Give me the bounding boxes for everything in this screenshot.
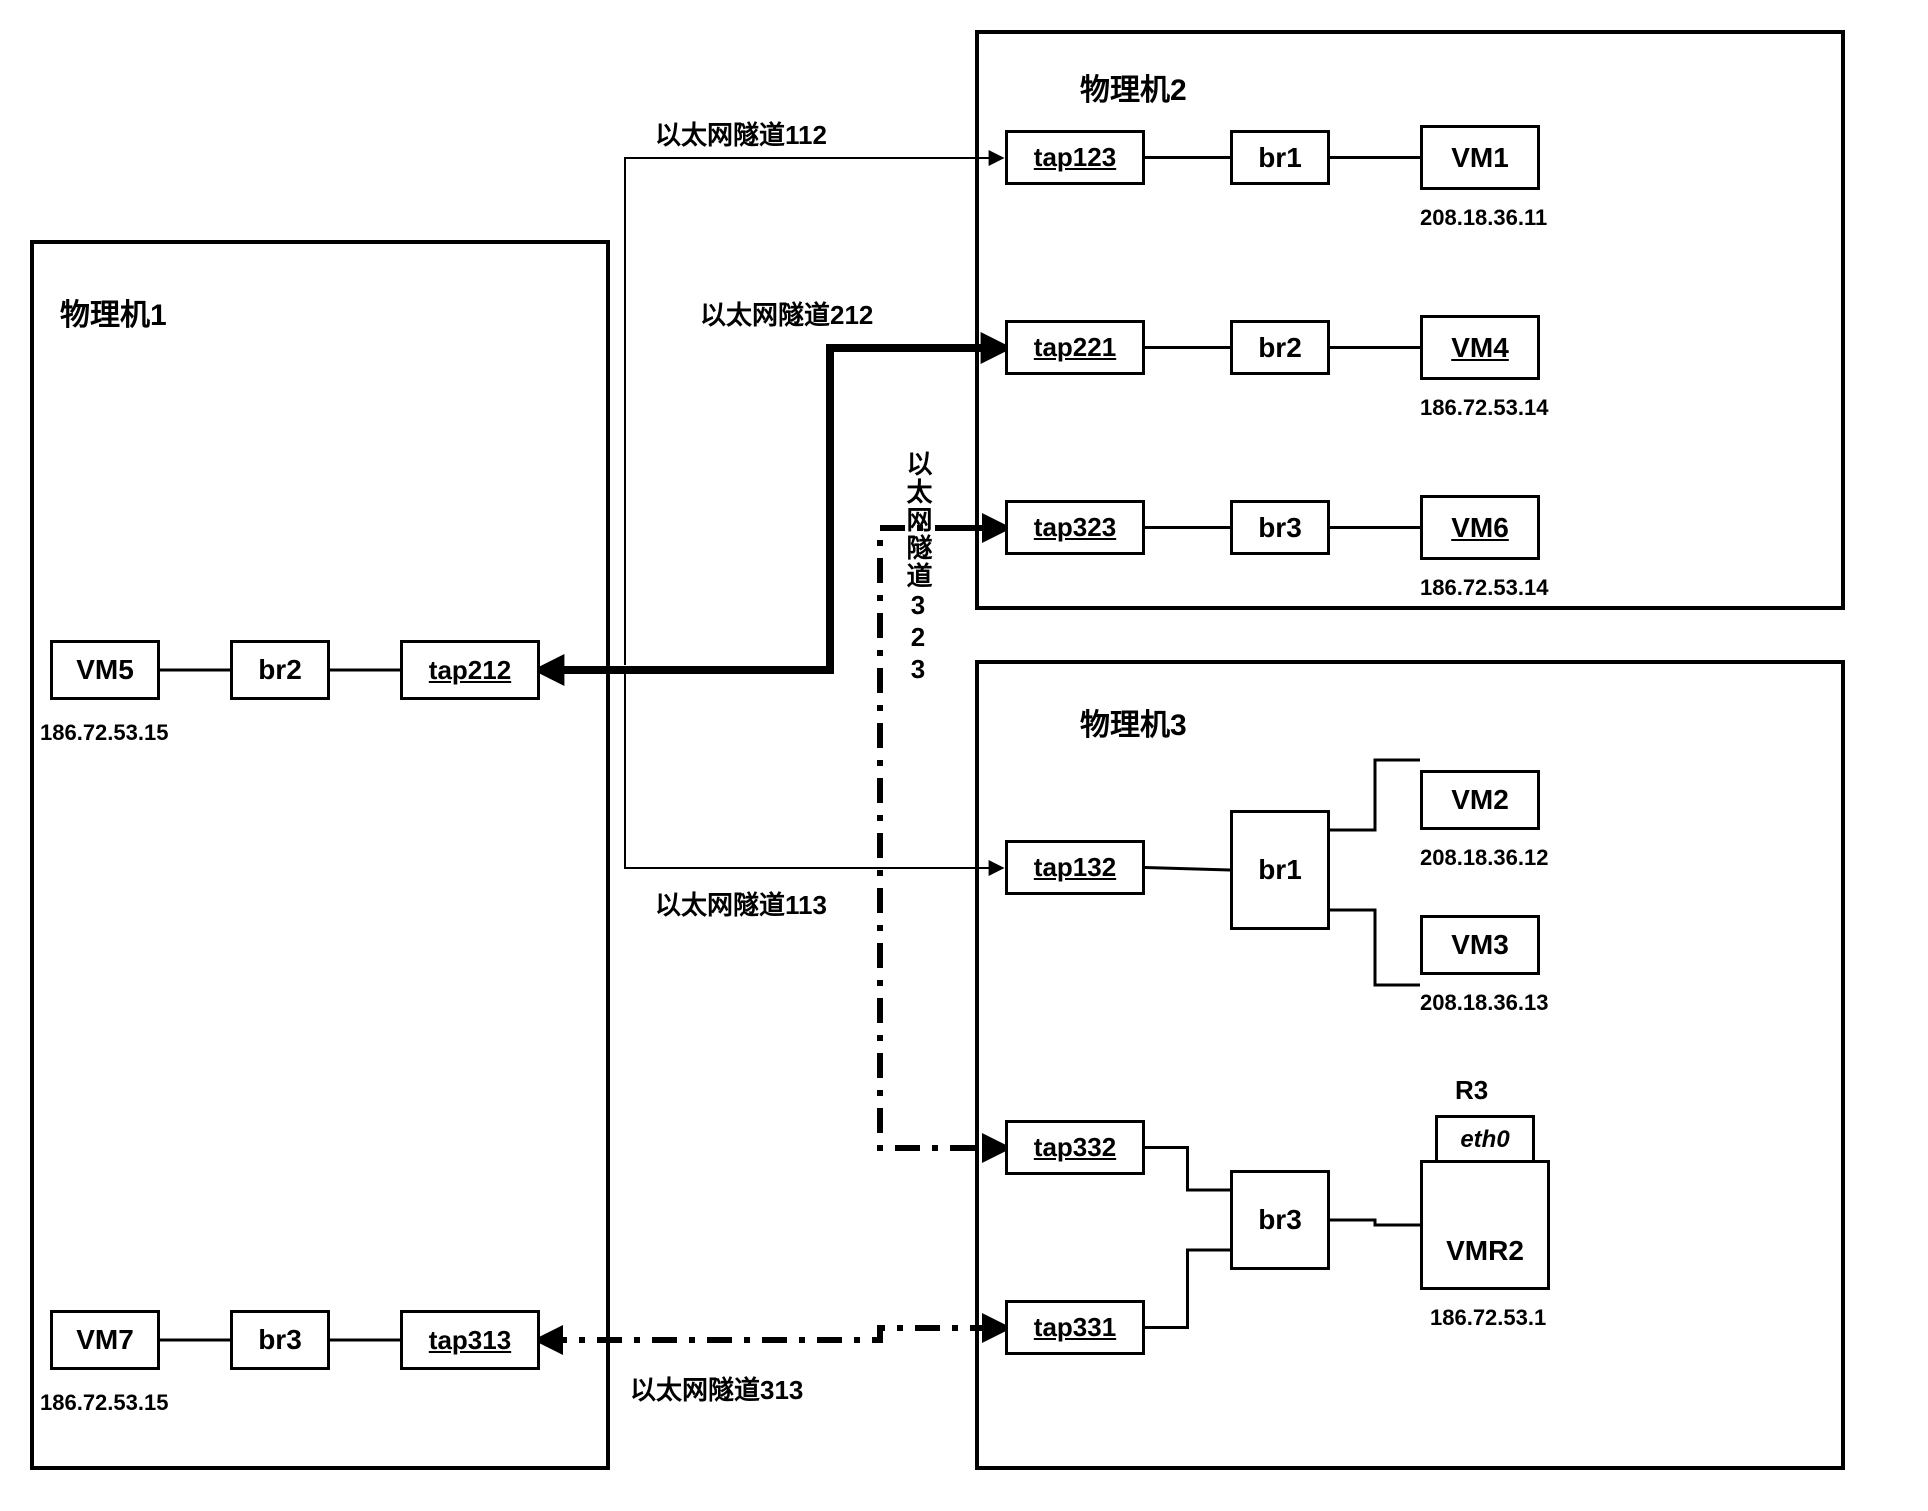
node-vm7: VM7 — [50, 1310, 160, 1370]
ip-label-3: 186.72.53.14 — [1420, 395, 1548, 421]
node-vm3: VM3 — [1420, 915, 1540, 975]
node-tap212: tap212 — [400, 640, 540, 700]
container-pm1 — [30, 240, 610, 1470]
ip-label-8: R3 — [1455, 1075, 1488, 1106]
node-br3_1: br3 — [230, 1310, 330, 1370]
node-vm4: VM4 — [1420, 315, 1540, 380]
container-label-pm3: 物理机3 — [1080, 700, 1187, 744]
tunnel-label-0: 以太网隧道112 — [655, 115, 827, 152]
ip-label-0: 186.72.53.15 — [40, 720, 168, 746]
node-br2_1: br2 — [230, 640, 330, 700]
container-label-pm2: 物理机2 — [1080, 65, 1187, 109]
tunnel-label-2: 以太网隧道113 — [655, 885, 827, 922]
ip-label-7: 186.72.53.1 — [1430, 1305, 1546, 1331]
node-tap221: tap221 — [1005, 320, 1145, 375]
ip-label-2: 208.18.36.11 — [1420, 205, 1547, 231]
node-tap323: tap323 — [1005, 500, 1145, 555]
node-vm5: VM5 — [50, 640, 160, 700]
node-br1_2: br1 — [1230, 130, 1330, 185]
tunnel-label-3: 以太网隧道313 — [630, 1370, 803, 1407]
ip-label-1: 186.72.53.15 — [40, 1390, 168, 1416]
container-label-pm1: 物理机1 — [60, 290, 167, 334]
tunnel-label-4: 以太网隧道323 — [900, 450, 937, 686]
node-eth0: eth0 — [1435, 1115, 1535, 1165]
node-vm2: VM2 — [1420, 770, 1540, 830]
ip-label-6: 208.18.36.13 — [1420, 990, 1548, 1016]
ip-label-4: 186.72.53.14 — [1420, 575, 1548, 601]
node-tap331: tap331 — [1005, 1300, 1145, 1355]
node-vm6: VM6 — [1420, 495, 1540, 560]
node-br3_2: br3 — [1230, 500, 1330, 555]
ip-label-5: 208.18.36.12 — [1420, 845, 1548, 871]
node-vm1: VM1 — [1420, 125, 1540, 190]
node-br2_2: br2 — [1230, 320, 1330, 375]
tunnel-label-1: 以太网隧道212 — [700, 295, 873, 332]
node-tap332: tap332 — [1005, 1120, 1145, 1175]
node-vmr2: VMR2 — [1420, 1160, 1550, 1290]
node-tap313: tap313 — [400, 1310, 540, 1370]
node-br1_3: br1 — [1230, 810, 1330, 930]
node-tap132: tap132 — [1005, 840, 1145, 895]
node-tap123: tap123 — [1005, 130, 1145, 185]
node-br3_3: br3 — [1230, 1170, 1330, 1270]
